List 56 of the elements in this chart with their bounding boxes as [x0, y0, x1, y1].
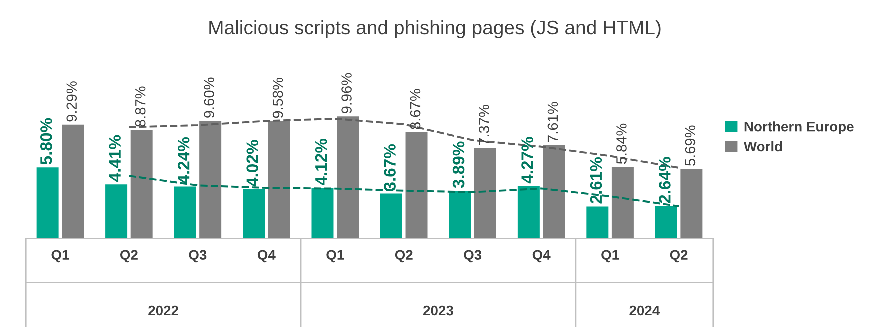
x-tick-label: Q1	[52, 250, 70, 263]
bar	[612, 167, 634, 239]
data-label: 2.61%	[590, 157, 602, 204]
data-label: 9.60%	[204, 78, 214, 118]
x-tick-label: Q2	[670, 250, 688, 263]
x-tick-label: Q1	[602, 250, 620, 263]
data-label: 2.64%	[659, 157, 671, 204]
data-label: 4.27%	[522, 137, 534, 184]
data-label: 5.84%	[616, 124, 627, 164]
data-label: 4.02%	[246, 140, 258, 187]
bar	[174, 186, 196, 239]
data-label: 9.29%	[66, 82, 78, 122]
x-tick-label: Q4	[532, 250, 551, 263]
legend-label: Northern Europe	[744, 122, 854, 135]
x-tick-label: Q4	[258, 250, 276, 263]
bar	[337, 116, 360, 239]
x-tick-label: Q1	[326, 250, 344, 263]
x-tick-label: Q3	[189, 250, 207, 263]
bar	[200, 121, 222, 239]
data-label: 5.69%	[685, 126, 696, 166]
data-label: 8.87%	[135, 86, 146, 127]
text: 2022	[148, 306, 178, 316]
bar	[518, 186, 540, 239]
bar	[655, 206, 678, 239]
data-label: 4.24%	[178, 137, 190, 184]
data-label: 4.12%	[315, 138, 328, 186]
bar	[474, 148, 496, 239]
bar	[36, 168, 59, 239]
bar	[106, 184, 128, 239]
data-label: 3.89%	[452, 142, 465, 188]
data-label: 7.37%	[479, 105, 490, 146]
data-label: 8.67%	[410, 89, 421, 130]
bar	[243, 189, 266, 239]
text: 2024	[630, 306, 660, 316]
bar	[406, 132, 428, 239]
bar	[680, 168, 703, 239]
x-tick-label: Q3	[464, 250, 482, 263]
data-label: 5.80%	[40, 118, 52, 165]
x-tick-label: Q2	[395, 250, 413, 263]
bar	[449, 191, 472, 239]
bar	[268, 121, 290, 239]
bar	[586, 206, 609, 239]
bar	[312, 188, 334, 239]
bar	[380, 194, 402, 239]
data-label: 9.96%	[342, 73, 352, 114]
bar	[543, 145, 566, 239]
data-label: 7.61%	[548, 102, 558, 142]
text: 2023	[424, 306, 454, 316]
legend-label: World	[744, 141, 782, 152]
bar	[62, 124, 84, 239]
data-label: 9.58%	[272, 78, 284, 118]
data-label: 4.41%	[109, 135, 121, 182]
x-tick-label: Q2	[120, 250, 138, 263]
chart-title: Malicious scripts and phishing pages (JS and HTML)	[210, 20, 661, 38]
bar	[130, 130, 153, 239]
data-label: 3.67%	[384, 144, 396, 191]
